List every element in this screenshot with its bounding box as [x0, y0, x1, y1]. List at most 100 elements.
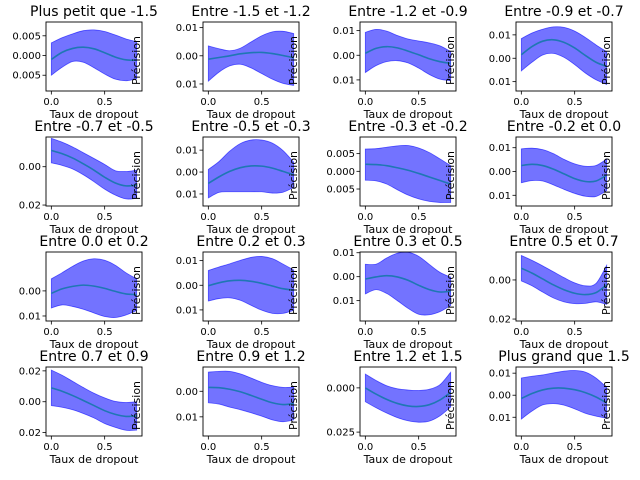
y-tick-label: 0.01 [176, 79, 198, 90]
x-tick-label: 0.0 [43, 442, 59, 453]
x-tick-label: 0.0 [200, 97, 216, 108]
confidence-band [520, 370, 608, 420]
y-tick-label: 0.005 [12, 71, 41, 82]
mean-line [365, 163, 451, 185]
y-tick-label: 0.00 [19, 397, 41, 408]
y-tick-label: 0.01 [176, 305, 198, 316]
x-axis-label: Taux de dropout [363, 223, 454, 236]
mean-line [51, 387, 137, 418]
subplot-7: 0.0 0.5 0.005 0.000 0.005 Entre -0.3 et -0.2 T… [326, 119, 467, 236]
y-tick-label: 0.01 [489, 143, 511, 154]
y-tick-label: 0.01 [489, 77, 511, 88]
x-tick-label: 0.5 [411, 327, 427, 338]
y-tick-label: 0.00 [333, 51, 355, 62]
confidence-band [207, 30, 295, 86]
confidence-band [50, 369, 138, 431]
y-tick-label: 0.005 [12, 31, 41, 42]
y-tick-label: 0.00 [489, 54, 511, 65]
x-tick-label: 0.0 [43, 97, 59, 108]
axes-frame [202, 251, 300, 322]
y-tick-label: 0.01 [176, 256, 198, 267]
subplot-title: Entre -1.5 et -1.2 [191, 4, 310, 20]
axes-frame [45, 21, 143, 92]
x-tick-label: 0.0 [357, 442, 373, 453]
x-tick-label: 0.5 [567, 212, 583, 223]
subplot-title: Entre -0.3 et -0.2 [348, 119, 467, 135]
x-tick-label: 0.5 [567, 442, 583, 453]
confidence-band [364, 251, 452, 316]
axes-frame [515, 21, 613, 92]
subplot-1: 0.0 0.5 0.005 0.000 0.005 Plus petit que -1.5… [12, 4, 158, 121]
subplot-3: 0.0 0.5 0.01 0.00 0.01 Entre -1.2 et -0.9 Taux… [333, 4, 468, 121]
mean-line [365, 274, 451, 293]
mean-line [208, 279, 294, 291]
x-tick-label: 0.5 [97, 212, 113, 223]
x-tick-label: 0.0 [200, 327, 216, 338]
y-tick-label: 0.01 [489, 413, 511, 424]
y-axis-label: Précision [600, 266, 613, 315]
y-axis-label: Précision [444, 36, 457, 85]
confidence-band [520, 254, 608, 305]
x-tick-label: 0.0 [513, 442, 529, 453]
mean-line [51, 284, 137, 296]
x-axis-label: Taux de dropout [519, 108, 610, 121]
y-axis-label: Précision [287, 266, 300, 315]
y-tick-label: 0.01 [489, 30, 511, 41]
subplot-10: 0.0 0.5 0.01 0.00 0.01 Entre 0.2 et 0.3 Taux d… [176, 234, 306, 351]
axes-frame [359, 21, 457, 92]
subplot-2: 0.0 0.5 0.01 0.00 0.01 Entre -1.5 et -1.2 Taux… [176, 4, 311, 121]
y-tick-label: 0.02 [19, 201, 41, 212]
y-tick-label: 0.00 [489, 275, 511, 286]
confidence-band [364, 371, 452, 423]
subplot-title: Entre -0.5 et -0.3 [191, 119, 310, 135]
subplot-title: Entre 0.3 et 0.5 [353, 234, 462, 250]
mean-line [208, 51, 294, 60]
y-tick-label: 0.00 [176, 281, 198, 292]
y-tick-label: 0.01 [333, 75, 355, 86]
subplot-title: Entre -0.2 et 0.0 [507, 119, 621, 135]
subplot-14: 0.0 0.5 0.00 0.01 Entre 0.9 et 1.2 Taux de dr… [176, 349, 306, 466]
x-axis-label: Taux de dropout [363, 453, 454, 466]
x-tick-label: 0.5 [254, 442, 270, 453]
axes-frame [515, 251, 613, 322]
axes-frame [45, 251, 143, 322]
x-axis-label: Taux de dropout [206, 453, 297, 466]
x-axis-label: Taux de dropout [206, 108, 297, 121]
mean-line [364, 387, 452, 408]
x-tick-label: 0.0 [513, 212, 529, 223]
y-tick-label: 0.01 [176, 189, 198, 200]
x-axis-label: Taux de dropout [206, 223, 297, 236]
y-axis-label: Précision [130, 36, 143, 85]
y-tick-label: 0.025 [326, 428, 355, 439]
mean-line [207, 164, 294, 185]
y-tick-label: 0.01 [19, 311, 41, 322]
confidence-band [520, 26, 608, 86]
y-tick-label: 0.01 [333, 26, 355, 37]
x-tick-label: 0.5 [254, 97, 270, 108]
y-tick-label: 0.005 [326, 185, 355, 196]
subplot-8: 0.0 0.5 0.01 0.00 0.01 Entre -0.2 et 0.0 Taux … [489, 119, 621, 236]
y-axis-label: Précision [287, 151, 300, 200]
y-tick-label: 0.00 [333, 272, 355, 283]
confidence-band [207, 370, 295, 423]
subplot-title: Entre -1.2 et -0.9 [348, 4, 467, 20]
x-tick-label: 0.0 [200, 442, 216, 453]
subplot-15: 0.0 0.5 0.000 0.025 Entre 1.2 et 1.5 Taux de … [326, 349, 462, 466]
y-tick-label: 0.000 [326, 383, 355, 394]
y-tick-label: 0.01 [176, 412, 198, 423]
mean-line [51, 149, 137, 187]
confidence-band [207, 139, 295, 199]
x-axis-label: Taux de dropout [49, 223, 140, 236]
y-tick-label: 0.01 [176, 23, 198, 34]
y-tick-label: 0.005 [326, 149, 355, 160]
x-tick-label: 0.0 [357, 327, 373, 338]
mean-line [520, 267, 608, 296]
subplot-title: Plus petit que -1.5 [30, 4, 158, 20]
x-tick-label: 0.0 [357, 212, 373, 223]
confidence-band [364, 28, 452, 82]
x-tick-label: 0.5 [567, 327, 583, 338]
x-tick-label: 0.5 [411, 97, 427, 108]
x-tick-label: 0.5 [254, 327, 270, 338]
